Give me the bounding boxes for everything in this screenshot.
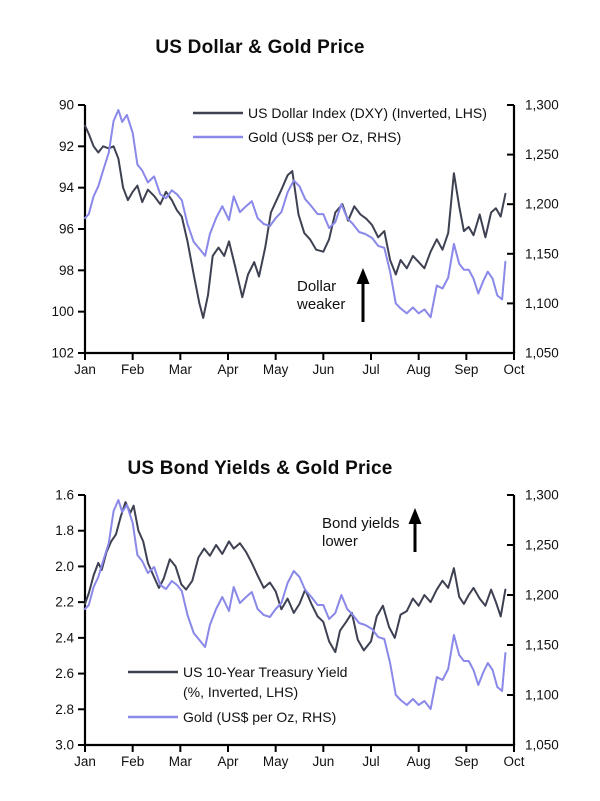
right-axis-tick-label: 1,050 [525, 346, 559, 361]
left-axis-tick-label: 102 [51, 346, 74, 361]
left-axis-tick-label: 1.8 [55, 523, 74, 538]
plot-area: 90 92 94 96 98 100 102 1,300 1,250 1,200 1,150 1,10… [51, 98, 558, 378]
left-axis-tick-label: 2.6 [55, 666, 74, 681]
annotation-text: Dollar [297, 278, 336, 295]
x-tick-label: Jan [74, 754, 96, 769]
right-axis-tick-label: 1,250 [525, 538, 559, 553]
left-axis-tick-label: 2.8 [55, 702, 74, 717]
right-axis-tick-label: 1,150 [525, 246, 559, 261]
right-axis-tick-label: 1,250 [525, 147, 559, 162]
up-arrow-icon [408, 508, 422, 524]
legend-treasury-yield-label: US 10-Year Treasury Yield [183, 664, 347, 680]
left-axis-tick-label: 2.4 [55, 630, 74, 645]
series-gold-line [84, 109, 507, 319]
x-tick-label: Aug [407, 362, 431, 377]
annotation-text: weaker [296, 296, 345, 313]
dollar-gold-chart-section: US Dollar & Gold Price 90 92 94 96 98 100 102 1… [51, 37, 558, 378]
right-axis-tick-label: 1,050 [525, 738, 559, 753]
dollar-gold-chart-title: US Dollar & Gold Price [155, 37, 365, 58]
annotation-text: Bond yields [322, 515, 400, 532]
x-tick-label: Oct [503, 362, 524, 377]
legend-treasury-yield-label: (%, Inverted, LHS) [183, 684, 298, 700]
x-tick-label: Oct [503, 754, 524, 769]
x-tick-label: Jan [74, 362, 96, 377]
left-axis-tick-label: 100 [51, 304, 74, 319]
left-axis-tick-label: 96 [59, 222, 74, 237]
left-axis-tick-label: 94 [59, 180, 75, 195]
left-axis-tick-label: 3.0 [55, 738, 74, 753]
right-axis-tick-label: 1,300 [525, 98, 559, 113]
right-axis-tick-label: 1,100 [525, 296, 559, 311]
bond-yields-gold-chart-plot: 1.6 1.8 2.0 2.2 2.4 2.6 2.8 3.0 1,300 1,250 1,200 1… [55, 488, 559, 770]
right-axis-tick-label: 1,200 [525, 197, 559, 212]
left-axis-tick-label: 1.6 [55, 488, 74, 503]
x-tick-label: Jun [312, 754, 334, 769]
annotation-text: lower [322, 533, 358, 550]
right-axis-tick-label: 1,100 [525, 688, 559, 703]
x-tick-label: Sep [454, 362, 478, 377]
x-tick-label: Apr [217, 754, 239, 769]
series-gold-line [84, 499, 507, 710]
bond-yields-gold-chart-section: US Bond Yields & Gold Price 1.6 1.8 2.0 2.2… [0, 430, 600, 801]
x-tick-label: Jul [362, 362, 379, 377]
x-tick-label: Jun [312, 362, 334, 377]
plot-area: 1.6 1.8 2.0 2.2 2.4 2.6 2.8 3.0 1,300 1,250 1,200 1… [55, 488, 559, 770]
left-axis-tick-label: 2.0 [55, 559, 74, 574]
x-tick-label: Mar [169, 754, 193, 769]
x-tick-label: Feb [121, 362, 144, 377]
x-tick-label: Feb [121, 754, 144, 769]
right-axis-tick-label: 1,300 [525, 488, 559, 503]
series-treasury-yield-line [84, 501, 507, 654]
x-tick-label: May [263, 754, 289, 769]
x-tick-label: Aug [407, 754, 431, 769]
dollar-gold-chart-plot: 90 92 94 96 98 100 102 1,300 1,250 1,200 1,150 1,10… [51, 98, 558, 378]
legend-dxy-label: US Dollar Index (DXY) (Inverted, LHS) [248, 105, 487, 121]
bond-yields-gold-chart-title: US Bond Yields & Gold Price [127, 458, 393, 479]
left-axis-tick-label: 90 [59, 98, 74, 113]
x-tick-label: Mar [169, 362, 193, 377]
legend-gold-label: Gold (US$ per Oz, RHS) [183, 709, 336, 725]
left-axis-tick-label: 98 [59, 263, 74, 278]
right-axis-tick-label: 1,200 [525, 588, 559, 603]
x-tick-label: Jul [362, 754, 379, 769]
left-axis-tick-label: 92 [59, 139, 74, 154]
legend-gold-label: Gold (US$ per Oz, RHS) [248, 129, 401, 145]
left-axis-tick-label: 2.2 [55, 595, 74, 610]
series-dxy-line [84, 124, 507, 319]
x-tick-label: Apr [217, 362, 239, 377]
x-tick-label: Sep [454, 754, 478, 769]
up-arrow-icon [356, 268, 370, 284]
x-tick-label: May [263, 362, 289, 377]
right-axis-tick-label: 1,150 [525, 638, 559, 653]
